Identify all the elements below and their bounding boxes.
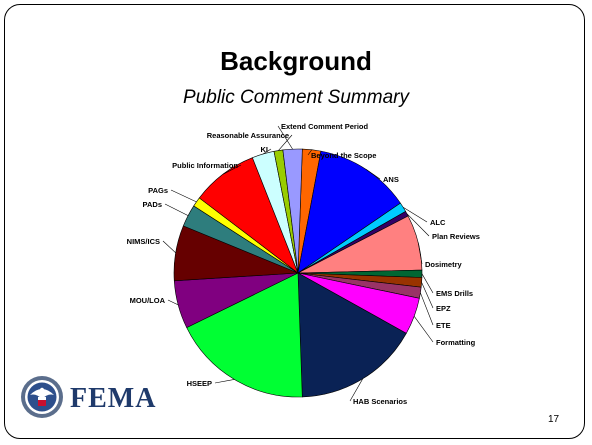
leader-line-dosimetry (417, 242, 423, 265)
slide-subtitle: Public Comment Summary (183, 87, 409, 108)
leader-line-pags (170, 189, 197, 203)
pie-label-plan-reviews: Plan Reviews (432, 232, 480, 241)
pie-label-ki: KI (261, 145, 269, 154)
leader-line-ans (365, 168, 381, 180)
pie-label-pags: PAGs (148, 186, 168, 195)
leader-line-ems-drills (421, 273, 434, 294)
pie-label-reasonable-assurance: Reasonable Assurance (207, 131, 289, 140)
fema-logo: FEMA (18, 373, 178, 425)
fema-wordmark: FEMA (70, 383, 157, 414)
page-number: 17 (548, 414, 560, 425)
leader-line-nims-ics (162, 240, 176, 254)
pie-label-ems-drills: EMS Drills (436, 289, 473, 298)
leader-line-ete (420, 292, 434, 326)
leader-line-alc (402, 206, 428, 223)
pie-label-nims-ics: NIMS/ICS (127, 237, 160, 246)
leader-line-beyond-the-scope (307, 149, 312, 156)
dhs-seal-icon (21, 376, 63, 418)
leader-line-plan-reviews (406, 213, 430, 237)
pie-slice-ans (297, 150, 401, 274)
pie-slices (173, 148, 423, 398)
pie-label-hseep: HSEEP (187, 379, 212, 388)
pie-label-pads: PADs (143, 200, 162, 209)
pie-label-ans: ANS (383, 175, 399, 184)
slide-title: Background (220, 46, 372, 76)
slide-frame (4, 4, 585, 439)
leader-line-hab-scenarios (349, 378, 363, 402)
pie-label-hab-scenarios: HAB Scenarios (353, 397, 407, 406)
leader-line-public-information (222, 164, 242, 175)
leader-line-pads (164, 203, 189, 216)
pie-leader-lines (162, 125, 434, 402)
pie-label-formatting: Formatting (436, 338, 476, 347)
leader-line-epz (421, 282, 434, 309)
pie-label-beyond-the-scope: Beyond the Scope (311, 151, 376, 160)
leader-line-ki (262, 148, 272, 155)
pie-label-extend-comment-period: Extend Comment Period (281, 122, 369, 131)
pie-label-epz: EPZ (436, 304, 451, 313)
leader-line-formatting (413, 316, 434, 343)
leader-line-hseep (214, 379, 235, 384)
pie-label-public-information: Public Information (172, 161, 238, 170)
pie-label-dosimetry: Dosimetry (425, 260, 463, 269)
leader-line-reasonable-assurance (278, 134, 293, 151)
pie-slice-extend-comment-period (282, 148, 303, 274)
pie-label-ete: ETE (436, 321, 451, 330)
leader-line-extend-comment-period (277, 125, 293, 150)
pie-labels: Beyond the Scope ANS ALC Plan Reviews Dosime… (127, 122, 480, 406)
pie-label-mou-loa: MOU/LOA (130, 296, 166, 305)
leader-line-mou-loa (167, 299, 179, 306)
pie-label-alc: ALC (430, 218, 446, 227)
